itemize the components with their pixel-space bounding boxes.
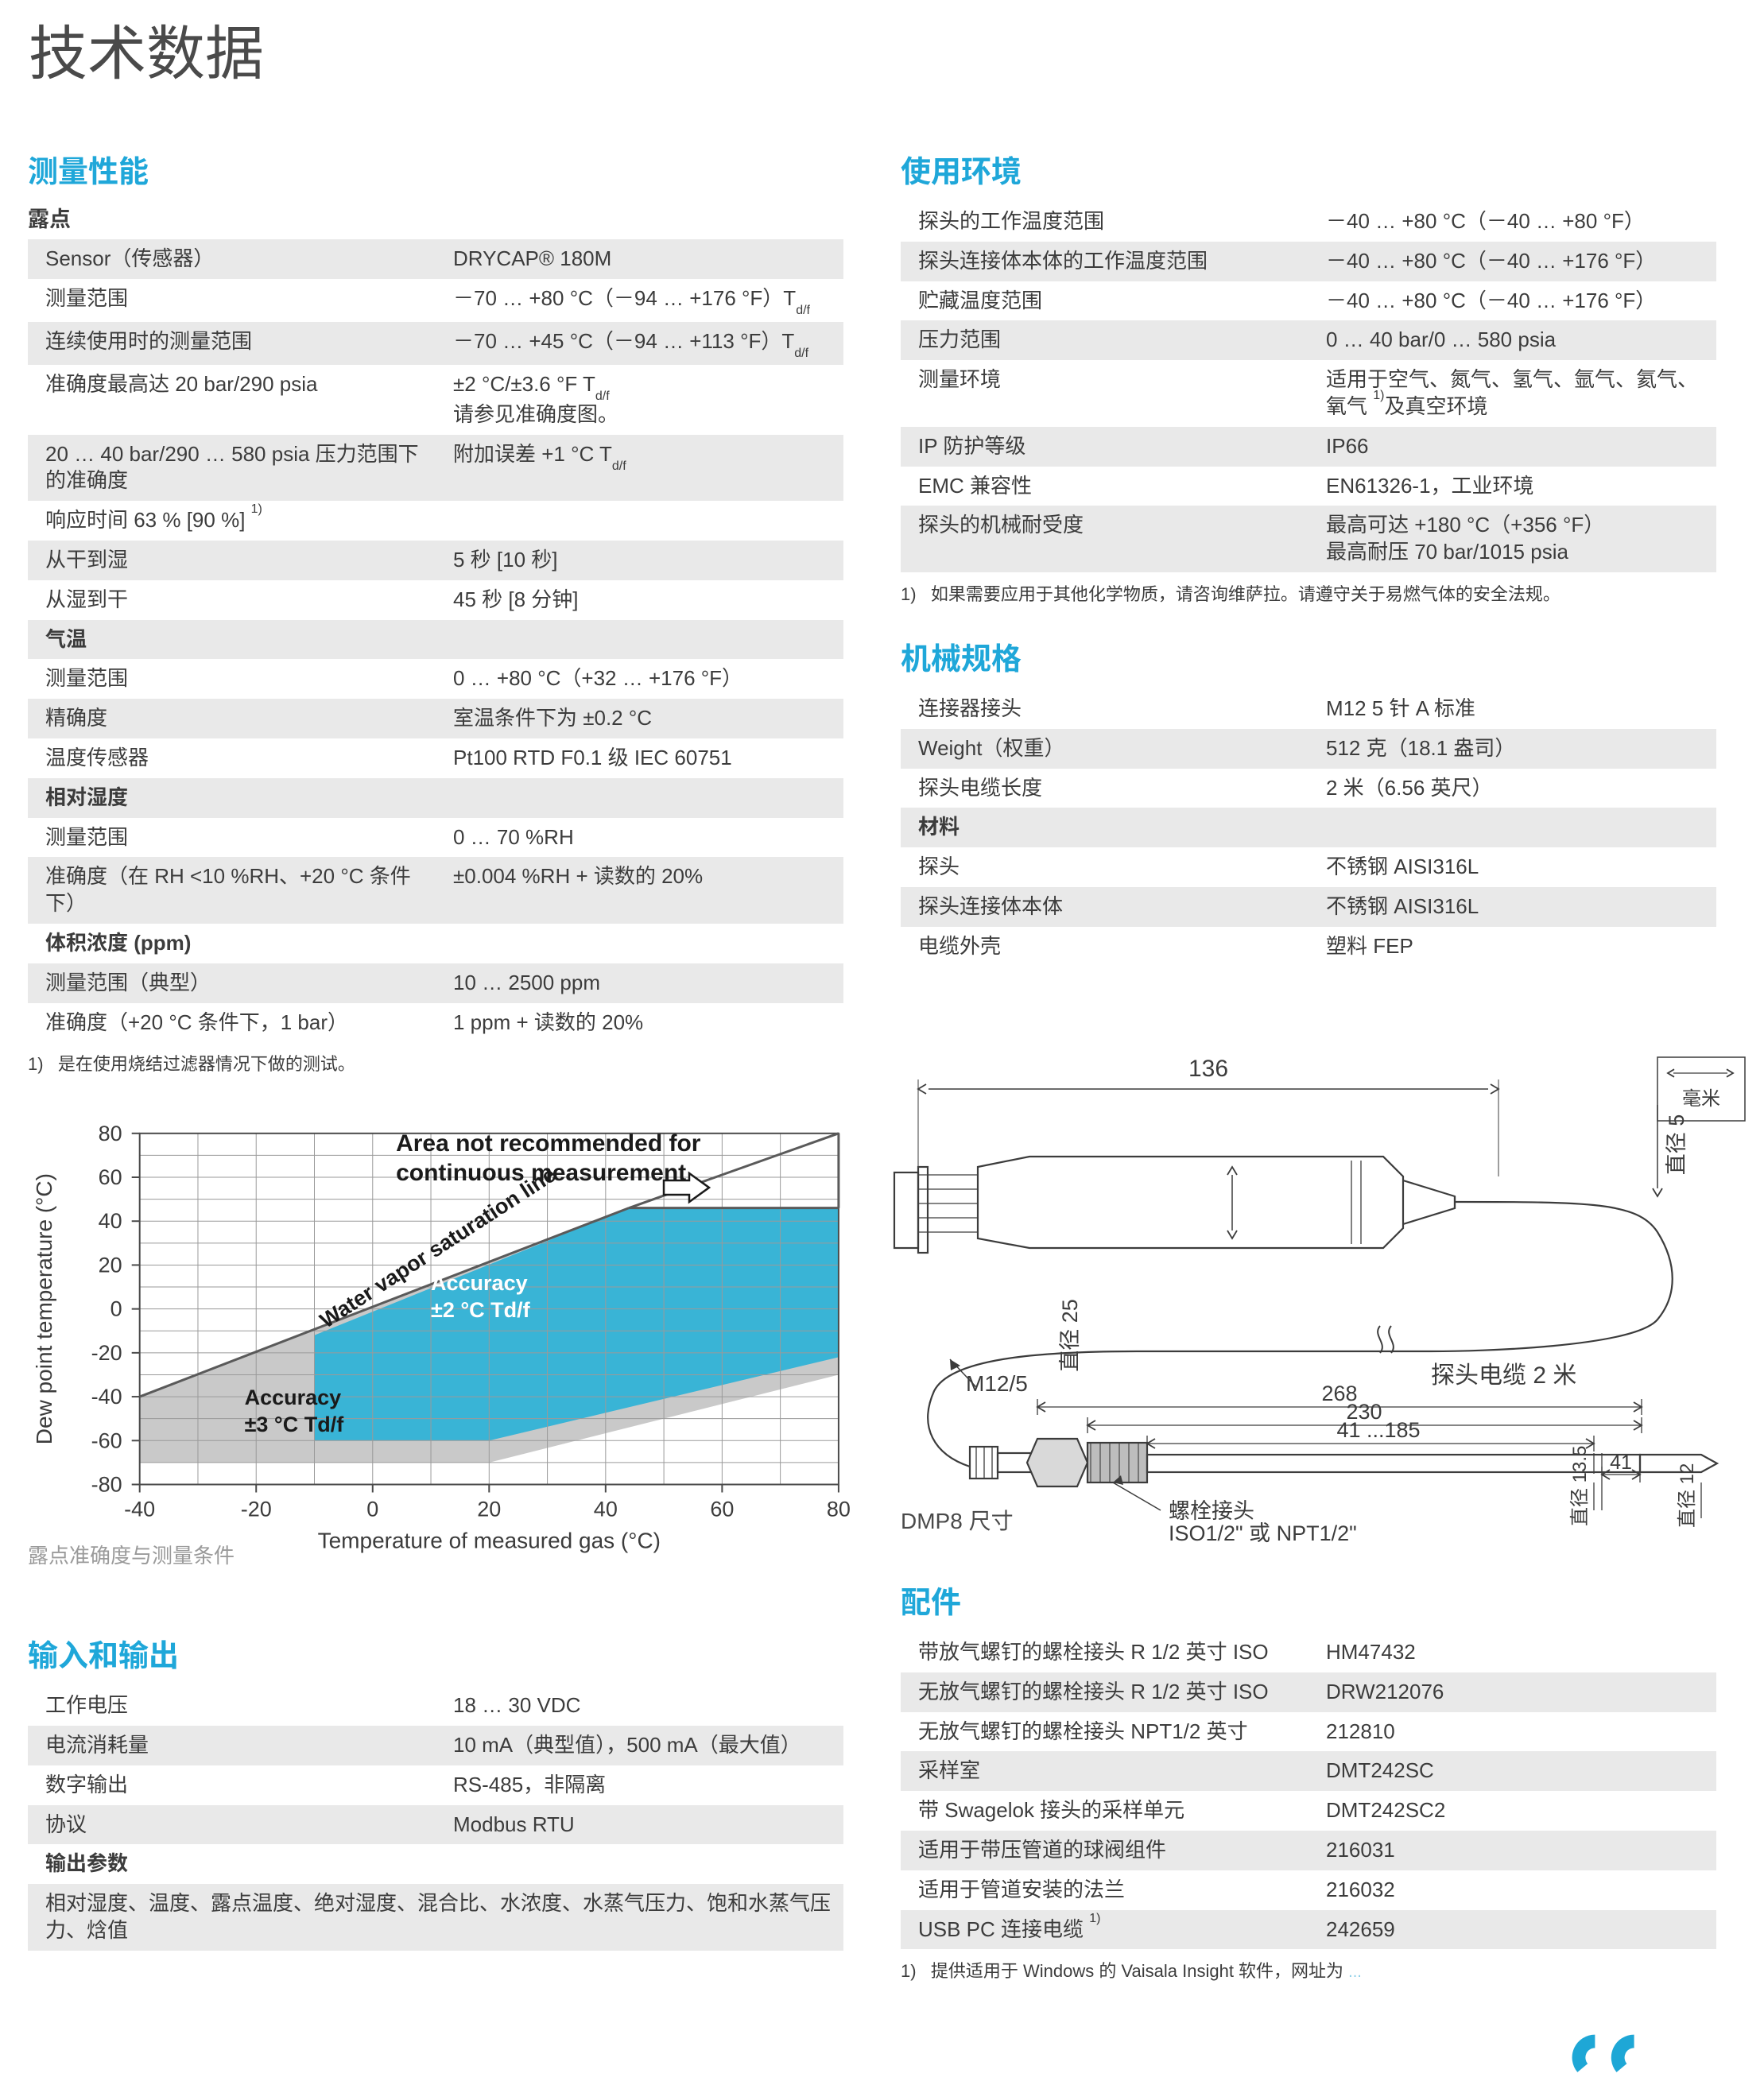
svg-text:-20: -20 [241,1498,272,1521]
svg-text:0: 0 [366,1498,378,1521]
svg-text:40: 40 [99,1210,122,1234]
svg-text:±2 °C Td/f: ±2 °C Td/f [431,1298,531,1322]
svg-text:-40: -40 [124,1498,155,1521]
svg-text:60: 60 [99,1165,122,1189]
svg-text:±3 °C Td/f: ±3 °C Td/f [245,1413,345,1436]
svg-text:continuous measurement: continuous measurement [396,1160,686,1186]
svg-text:直径 5: 直径 5 [1665,1114,1688,1176]
svg-text:-40: -40 [91,1385,122,1409]
svg-text:Dew point temperature (°C): Dew point temperature (°C) [32,1173,56,1444]
svg-text:0: 0 [110,1297,122,1321]
svg-text:ISO1/2" 或 NPT1/2": ISO1/2" 或 NPT1/2" [1169,1521,1357,1545]
svg-text:20: 20 [477,1498,501,1521]
svg-text:直径 25: 直径 25 [1058,1299,1082,1372]
svg-text:直径 13.5: 直径 13.5 [1569,1446,1591,1526]
svg-text:80: 80 [827,1498,851,1521]
svg-text:M12/5: M12/5 [966,1371,1028,1396]
svg-text:40: 40 [594,1498,618,1521]
svg-text:直径 12: 直径 12 [1677,1463,1698,1528]
svg-text:60: 60 [710,1498,734,1521]
svg-text:探头电缆 2 米: 探头电缆 2 米 [1431,1362,1576,1389]
svg-text:20: 20 [99,1254,122,1277]
svg-text:80: 80 [99,1122,122,1145]
svg-text:-20: -20 [91,1341,122,1365]
svg-text:41 ...185: 41 ...185 [1336,1418,1420,1442]
svg-text:Temperature of measured gas (°: Temperature of measured gas (°C) [318,1529,661,1553]
svg-text:41: 41 [1610,1451,1632,1474]
svg-text:136: 136 [1188,1056,1228,1082]
svg-text:-60: -60 [91,1429,122,1453]
svg-text:Area not recommended for: Area not recommended for [396,1130,701,1157]
svg-text:螺栓接头: 螺栓接头 [1169,1499,1254,1523]
svg-text:Accuracy: Accuracy [245,1386,342,1409]
svg-text:毫米: 毫米 [1682,1088,1720,1110]
svg-text:-80: -80 [91,1473,122,1497]
svg-text:Accuracy: Accuracy [431,1271,528,1295]
